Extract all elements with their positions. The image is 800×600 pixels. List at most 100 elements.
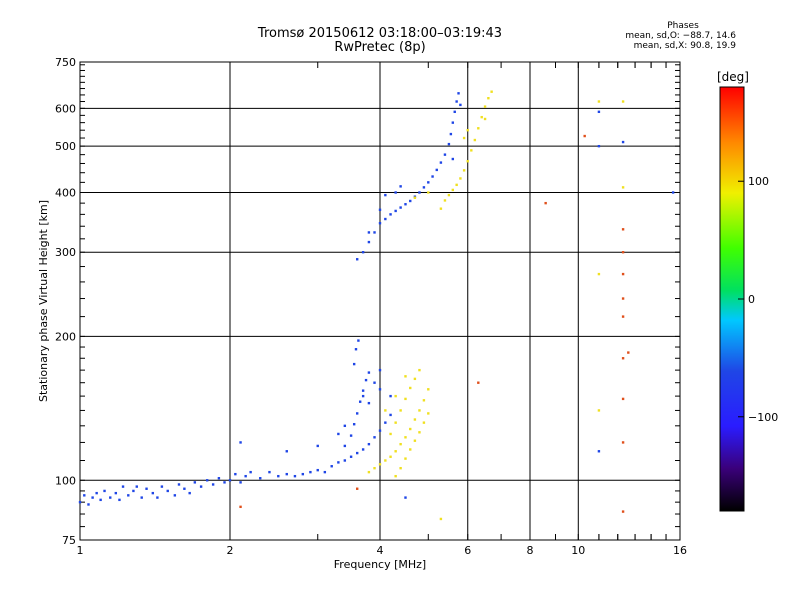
data-point-O	[239, 441, 242, 444]
y-tick-label: 100	[55, 474, 76, 487]
data-point-other	[239, 505, 242, 509]
data-point-O	[309, 470, 312, 474]
data-point-O	[435, 168, 438, 172]
data-point-O	[394, 191, 397, 194]
data-point-O	[367, 240, 371, 244]
x-tick-label: 4	[377, 544, 384, 557]
chart-title: Tromsø 20150612 03:18:00–03:19:43	[257, 26, 503, 41]
data-point-X	[477, 127, 480, 130]
data-point-O	[205, 479, 209, 482]
colorbar-tick-label: 100	[748, 175, 769, 188]
data-point-O	[99, 498, 102, 502]
data-point-O	[173, 494, 177, 497]
data-point-O	[316, 468, 319, 472]
data-point-O	[234, 472, 237, 476]
data-point-O	[145, 487, 148, 490]
x-tick-label: 16	[673, 544, 687, 557]
data-point-O	[183, 487, 186, 490]
data-point-O	[177, 483, 181, 486]
data-point-O	[337, 432, 340, 436]
data-point-X	[483, 117, 487, 121]
data-point-X	[490, 90, 493, 93]
data-point-other	[621, 272, 625, 276]
data-point-O	[217, 477, 221, 480]
data-point-X	[597, 409, 601, 412]
data-point-O	[404, 496, 407, 499]
data-point-O	[188, 491, 191, 495]
y-tick-label: 75	[62, 534, 76, 547]
data-point-O	[384, 217, 387, 221]
data-point-O	[459, 103, 462, 107]
y-tick-label: 300	[55, 246, 76, 259]
data-point-O	[127, 494, 130, 497]
data-point-X	[384, 409, 387, 412]
data-point-O	[597, 450, 601, 453]
data-point-O	[249, 470, 252, 474]
data-point-X	[422, 421, 426, 424]
data-point-O	[103, 489, 106, 493]
data-point-X	[462, 169, 466, 172]
data-point-O	[361, 389, 365, 392]
data-point-O	[378, 222, 382, 225]
data-point-X	[427, 412, 430, 415]
data-point-O	[418, 191, 421, 194]
data-point-X	[399, 409, 402, 412]
data-point-O	[91, 496, 94, 499]
data-point-X	[473, 138, 477, 142]
data-point-O	[597, 144, 601, 148]
x-tick-label: 10	[571, 544, 585, 557]
data-point-O	[597, 110, 601, 114]
axis-ticks: 1 2 4 6 8 10 16 75 100 200 300 400 500 600 750	[55, 56, 687, 557]
data-point-X	[455, 183, 458, 187]
data-point-O	[239, 481, 242, 484]
data-point-O	[453, 110, 456, 114]
data-point-O	[277, 474, 280, 478]
data-point-O	[193, 481, 197, 484]
data-point-O	[355, 412, 359, 415]
data-point-O	[394, 209, 397, 213]
data-point-other	[621, 357, 625, 360]
data-point-O	[151, 491, 155, 495]
data-point-O	[404, 203, 407, 206]
y-tick-label: 200	[55, 330, 76, 343]
data-point-X	[466, 128, 469, 132]
data-point-O	[316, 444, 319, 448]
data-point-O	[443, 153, 447, 156]
data-point-O	[451, 121, 455, 124]
data-point-X	[394, 474, 397, 478]
data-point-X	[621, 186, 625, 189]
data-point-X	[459, 177, 462, 180]
y-tick-label: 400	[55, 186, 76, 199]
x-tick-label: 8	[527, 544, 534, 557]
y-tick-label: 600	[55, 102, 76, 115]
data-point-O	[364, 378, 368, 382]
data-point-O	[114, 491, 118, 495]
data-point-O	[373, 381, 376, 384]
data-point-X	[399, 442, 402, 446]
data-point-X	[480, 115, 483, 119]
data-point-O	[422, 186, 426, 189]
data-point-X	[451, 188, 455, 192]
data-point-O	[409, 199, 412, 203]
data-point-other	[621, 441, 625, 444]
data-point-O	[166, 489, 169, 493]
data-point-X	[483, 105, 487, 108]
data-point-O	[373, 436, 376, 439]
data-point-O	[343, 444, 347, 448]
data-point-O	[355, 451, 359, 455]
data-point-other	[627, 351, 630, 354]
data-point-X	[413, 377, 417, 381]
data-point-X	[409, 427, 412, 431]
data-point-O	[156, 496, 159, 499]
data-point-other	[621, 510, 625, 513]
data-point-X	[443, 199, 447, 202]
data-point-O	[451, 157, 455, 161]
phase-stats: Phases mean, sd,O: −88.7, 14.6 mean, sd,…	[600, 21, 736, 51]
phase-stats-x: mean, sd,X: 90.8, 19.9	[633, 41, 736, 51]
data-point-X	[427, 191, 430, 194]
data-point-O	[399, 206, 402, 209]
x-tick-label: 1	[77, 544, 84, 557]
data-point-O	[323, 470, 327, 474]
data-point-O	[361, 251, 365, 254]
